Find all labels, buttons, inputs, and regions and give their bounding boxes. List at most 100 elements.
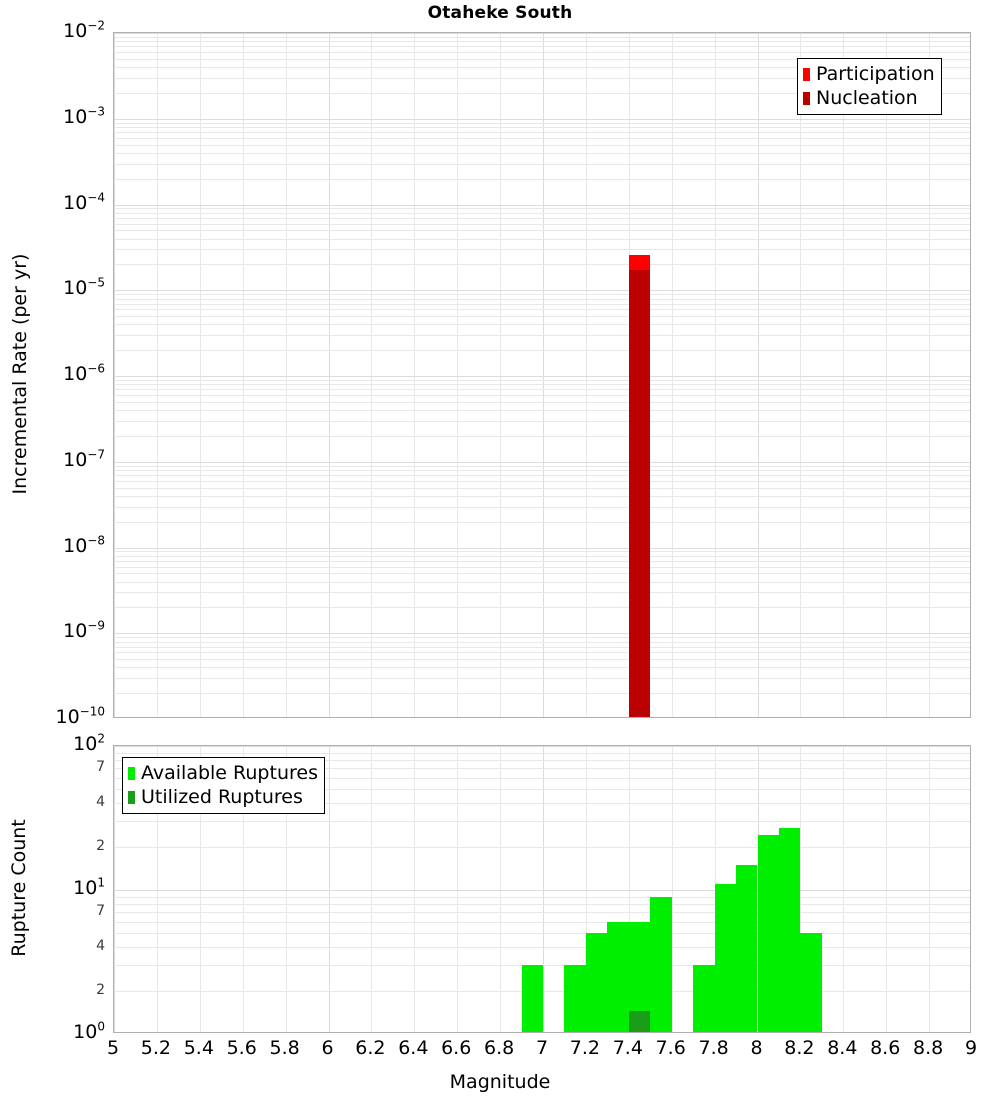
x-axis-tick-label: 7.4 (612, 1037, 643, 1059)
bar-available-ruptures (736, 864, 758, 1032)
bar-available-ruptures (757, 835, 779, 1032)
gridline-horizontal (114, 521, 970, 523)
bar-available-ruptures (628, 921, 651, 1032)
legend-item-label: Available Ruptures (141, 761, 318, 784)
bar-available-ruptures (521, 965, 543, 1032)
gridline-horizontal (114, 127, 970, 129)
gridline-horizontal (114, 633, 970, 635)
y-axis-tick-label: 4 (96, 938, 105, 955)
gridline-horizontal (114, 789, 970, 791)
rupture-count-y-axis-label: Rupture Count (8, 819, 30, 957)
incremental-rate-legend-item: Nucleation (803, 86, 935, 110)
gridline-vertical (199, 746, 201, 1032)
x-axis-tick-label: 7 (535, 1037, 549, 1059)
x-axis-tick-label: 6 (321, 1037, 334, 1059)
gridline-horizontal (114, 401, 970, 403)
bar-available-ruptures (800, 933, 822, 1032)
bar-utilized-ruptures (628, 1010, 651, 1032)
gridline-vertical (371, 33, 373, 717)
magnitude-axis-label: Magnitude (449, 1071, 551, 1093)
gridline-horizontal (114, 303, 970, 305)
gridline-horizontal (114, 36, 970, 38)
x-axis-tick-label: 5.8 (269, 1037, 300, 1059)
gridline-horizontal (114, 465, 970, 467)
gridline-horizontal (114, 890, 970, 891)
gridline-horizontal (114, 122, 970, 124)
y-axis-tick-label: 10−9 (63, 618, 105, 643)
y-axis-tick-label: 10−4 (63, 190, 105, 214)
gridline-horizontal (114, 290, 970, 292)
gridline-horizontal (114, 316, 970, 318)
gridline-horizontal (114, 178, 970, 180)
gridline-vertical (156, 33, 158, 717)
incremental-rate-y-axis-label: Incremental Rate (per yr) (9, 253, 31, 495)
gridline-vertical (114, 746, 115, 1032)
gridline-horizontal (114, 294, 970, 296)
gridline-horizontal (114, 238, 970, 240)
gridline-horizontal (114, 58, 970, 60)
gridline-horizontal (114, 566, 970, 568)
gridline-horizontal (114, 759, 970, 761)
gridline-vertical (929, 33, 931, 717)
gridline-vertical (628, 746, 630, 1032)
x-axis-tick-label: 6.2 (355, 1037, 386, 1059)
x-axis-tick-label: 8.6 (870, 1037, 901, 1059)
gridline-vertical (328, 746, 330, 1032)
gridline-horizontal (114, 379, 970, 381)
gridline-vertical (414, 33, 416, 717)
gridline-horizontal (114, 384, 970, 386)
gridline-vertical (543, 746, 544, 1032)
gridline-horizontal (114, 208, 970, 210)
incremental-rate-plot-area (114, 33, 970, 717)
gridline-horizontal (114, 475, 970, 477)
legend-swatch-icon (803, 67, 810, 81)
gridline-horizontal (114, 912, 970, 914)
x-axis-tick-label: 5.4 (183, 1037, 214, 1059)
gridline-horizontal (114, 144, 970, 146)
gridline-horizontal (114, 420, 970, 422)
gridline-horizontal (114, 461, 970, 463)
gridline-vertical (585, 33, 587, 717)
gridline-horizontal (114, 217, 970, 219)
gridline-horizontal (114, 803, 970, 805)
gridline-vertical (500, 33, 502, 717)
gridline-horizontal (114, 163, 970, 165)
gridline-horizontal (114, 896, 970, 898)
figure-title: Otaheke South (427, 3, 573, 23)
bar-participation (628, 254, 651, 271)
bar-available-ruptures (650, 896, 672, 1032)
gridline-horizontal (114, 693, 970, 695)
gridline-horizontal (114, 230, 970, 232)
gridline-horizontal (114, 933, 970, 935)
gridline-horizontal (114, 204, 970, 206)
y-axis-tick-label: 10−6 (63, 361, 105, 385)
gridline-vertical (585, 746, 587, 1032)
gridline-horizontal (114, 410, 970, 412)
gridline-horizontal (114, 560, 970, 562)
gridline-horizontal (114, 41, 970, 43)
bar-available-ruptures (585, 933, 608, 1032)
gridline-horizontal (114, 264, 970, 266)
y-axis-tick-label: 102 (73, 731, 105, 755)
x-axis-tick-label: 8.2 (784, 1037, 815, 1059)
gridline-vertical (843, 746, 845, 1032)
gridline-horizontal (114, 678, 970, 680)
x-axis-tick-label: 9 (964, 1037, 978, 1059)
gridline-vertical (457, 33, 459, 717)
gridline-horizontal (114, 592, 970, 594)
gridline-horizontal (114, 132, 970, 134)
gridline-horizontal (114, 746, 970, 747)
gridline-horizontal (114, 581, 970, 583)
gridline-horizontal (114, 46, 970, 48)
y-axis-tick-label: 4 (96, 794, 105, 811)
gridline-horizontal (114, 667, 970, 669)
rupture-count-legend-item: Available Ruptures (128, 761, 318, 785)
gridline-horizontal (114, 376, 970, 377)
incremental-rate-legend: Participation Nucleation (797, 58, 942, 115)
legend-item-label: Participation (816, 62, 935, 85)
gridline-horizontal (114, 752, 970, 754)
gridline-vertical (371, 746, 373, 1032)
rupture-count-legend-item: Utilized Ruptures (128, 785, 318, 809)
gridline-horizontal (114, 903, 970, 905)
gridline-horizontal (114, 77, 970, 79)
